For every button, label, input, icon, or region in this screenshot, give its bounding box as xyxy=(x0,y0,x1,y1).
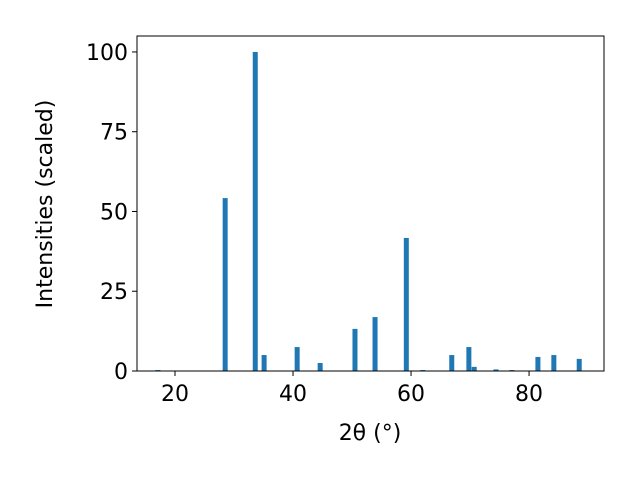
bar xyxy=(403,237,409,371)
x-tick-label: 40 xyxy=(279,382,307,407)
bar xyxy=(317,363,323,371)
y-tick-label: 75 xyxy=(100,121,128,146)
plot-frame xyxy=(136,35,605,372)
bar xyxy=(294,347,300,371)
bar xyxy=(493,369,499,371)
bar xyxy=(576,358,582,371)
bar xyxy=(261,355,267,371)
y-tick-label: 50 xyxy=(100,200,128,225)
bar xyxy=(252,51,258,371)
x-axis-label: 2θ (°) xyxy=(339,421,402,446)
bar xyxy=(372,317,378,371)
bar xyxy=(352,328,358,371)
y-tick-label: 25 xyxy=(100,280,128,305)
bar xyxy=(535,356,541,371)
bar xyxy=(449,355,455,371)
x-tick-label: 20 xyxy=(161,382,189,407)
y-tick-label: 100 xyxy=(86,41,128,66)
bar xyxy=(471,366,477,371)
y-axis-label: Intensities (scaled) xyxy=(33,100,58,309)
x-tick-label: 60 xyxy=(397,382,425,407)
bar xyxy=(222,198,228,371)
x-tick-label: 80 xyxy=(515,382,543,407)
y-tick-label: 0 xyxy=(114,360,128,385)
bar xyxy=(551,355,557,371)
bar xyxy=(466,347,472,371)
